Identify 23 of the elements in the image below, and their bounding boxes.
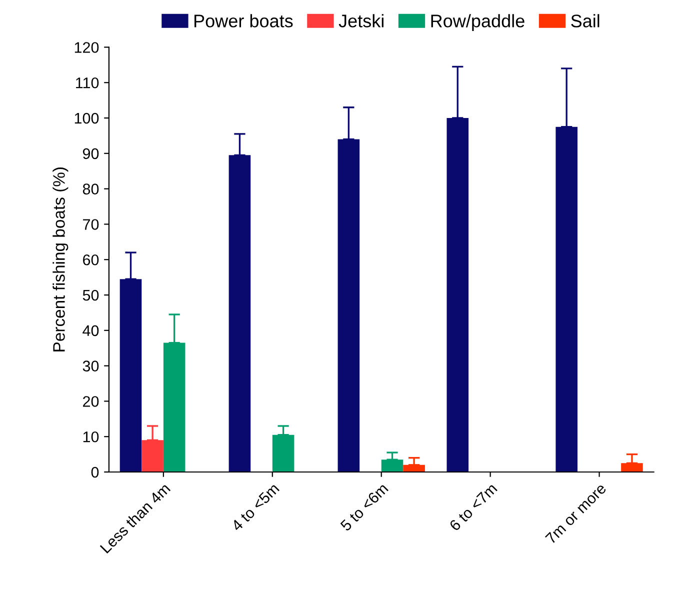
y-tick-label: 60 [83,254,99,266]
y-tick-label: 70 [83,219,99,230]
y-tick-label: 90 [82,148,99,160]
y-tick-label: 20 [83,396,99,407]
y-axis-title: Percent fishing boats (%) [52,168,68,352]
x-tick-label: 4 to <5m [230,482,280,532]
y-tick-label: 100 [74,112,99,124]
y-tick-label: 0 [91,466,99,478]
legend-label: Sail [571,14,600,28]
legend-label: Power boats [194,14,293,28]
legend-label: Row/paddle [431,14,524,31]
y-tick-label: 80 [82,184,99,194]
y-tick-label: 110 [76,77,99,88]
x-tick-label: 5 to <6m [340,482,389,532]
bar [446,118,469,472]
legend-label: Jetski [338,14,384,28]
x-tick-label: 6 to <7m [448,482,498,532]
y-tick-label: 50 [82,290,99,301]
y-tick-label: 40 [82,325,99,336]
y-tick-label: 120 [74,42,99,53]
y-tick-label: 30 [82,360,99,372]
bar [120,279,142,472]
y-tick-label: 10 [83,431,99,442]
